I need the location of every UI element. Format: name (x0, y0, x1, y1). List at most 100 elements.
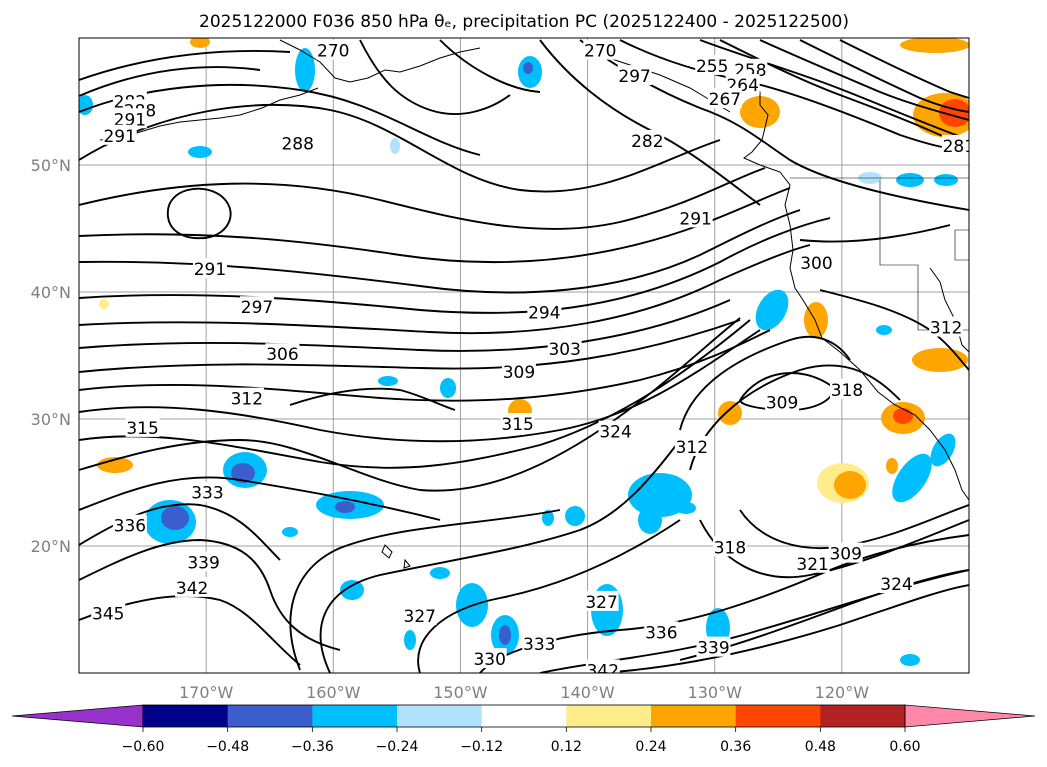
contour-label-bg (280, 132, 315, 153)
contour-label-bg (696, 636, 731, 657)
contour-label: 339 (187, 554, 219, 574)
contour-label-bg (598, 420, 633, 441)
contour-label: 336 (645, 623, 677, 643)
y-axis-ticks: 50°N 40°N 30°N 20°N (31, 156, 71, 556)
contour-label: 324 (880, 575, 912, 595)
y-tick-label: 50°N (31, 156, 71, 175)
colorbar-tick-label: −0.48 (206, 739, 249, 755)
precip-blob (740, 96, 780, 128)
contour-label-bg (186, 551, 221, 572)
map-background (79, 38, 969, 673)
precip-blob (190, 38, 210, 48)
contour-label: 342 (176, 579, 208, 599)
contour-label-bg (583, 39, 618, 60)
precip-blob (876, 325, 892, 335)
contour-label: 291 (103, 127, 135, 147)
precip-blob (340, 580, 364, 600)
y-tick-label: 20°N (31, 537, 71, 556)
colorbar-tick-label: −0.24 (376, 739, 419, 755)
x-tick-label: 170°W (179, 683, 234, 702)
contour-label: 333 (191, 484, 223, 504)
precip-blob (282, 527, 298, 537)
contour-label-bg (712, 536, 747, 557)
contour-label-bg (929, 316, 964, 337)
contour-label-bg (229, 387, 264, 408)
contour-label: 309 (766, 393, 798, 413)
contour-label: 288 (281, 134, 313, 154)
contour-label: 318 (714, 538, 746, 558)
precip-blob (834, 471, 866, 499)
contour-label: 327 (404, 607, 436, 627)
contour-label-bg (644, 621, 679, 642)
x-tick-label: 130°W (688, 683, 743, 702)
contour-label: 255 (696, 57, 728, 77)
precipitation-shading (79, 38, 969, 666)
colorbar-tick-label: −0.36 (291, 739, 334, 755)
contour-label: 303 (548, 340, 580, 360)
contour-label-bg (828, 542, 863, 563)
colorbar-frame (142, 704, 906, 728)
contour-label: 312 (676, 438, 708, 458)
colorbar-segment (735, 705, 821, 727)
x-tick-label: 150°W (433, 683, 488, 702)
contour-label: 270 (584, 42, 616, 62)
contour-label-bg (192, 258, 227, 279)
precip-blob (542, 510, 554, 526)
contour-label-bg (799, 251, 834, 272)
contour-label-bg (941, 134, 969, 155)
contour-label-bg (707, 87, 742, 108)
contour-label-bg (102, 124, 137, 145)
colorbar-segment (481, 705, 567, 727)
precip-blob (934, 174, 958, 186)
precip-blob (499, 625, 511, 645)
y-tick-label: 30°N (31, 410, 71, 429)
contour-label: 327 (585, 593, 617, 613)
precip-blob (718, 401, 742, 425)
contour-label-bg (316, 39, 351, 60)
precip-blob (676, 502, 696, 514)
contour-label: 291 (194, 260, 226, 280)
colorbar-tick-label: −0.60 (122, 739, 165, 755)
precip-blob (97, 457, 133, 473)
map-frame (78, 37, 970, 674)
contour-labels: 2822882912912702702552582642672972822882… (91, 39, 975, 673)
colorbar-extend-low (11, 704, 144, 728)
contour-label: 297 (618, 67, 650, 87)
precip-blob (892, 453, 932, 503)
contour-label: 291 (679, 209, 711, 229)
colorbar-segment (651, 705, 737, 727)
contour-label-bg (678, 207, 713, 228)
contour-label: 345 (92, 604, 124, 624)
contour-label: 294 (528, 303, 560, 323)
contour-label: 309 (829, 545, 861, 565)
contour-label-bg (584, 590, 619, 611)
colorbar-segment (820, 705, 906, 727)
precip-blob (99, 299, 109, 309)
contour-label-bg (472, 648, 507, 669)
contour-label: 297 (241, 298, 273, 318)
contour-label-bg (402, 604, 437, 625)
contour-label: 300 (800, 254, 832, 274)
colorbar-tick-label: 0.36 (720, 739, 751, 755)
contour-label: 330 (473, 650, 505, 670)
contour-label-bg (91, 602, 126, 623)
contour-label: 315 (501, 415, 533, 435)
contour-label: 282 (631, 132, 663, 152)
colorbar-tick-label: 0.60 (889, 739, 920, 755)
y-tick-label: 40°N (31, 283, 71, 302)
colorbar-tick-label: 0.48 (805, 739, 836, 755)
precip-blob (900, 654, 920, 666)
contour-label-bg (112, 108, 147, 129)
contour-label-bg (695, 54, 730, 75)
contour-label: 281 (943, 137, 975, 157)
contour-label: 270 (317, 42, 349, 62)
contour-label-bg (795, 552, 830, 573)
x-tick-label: 120°W (815, 683, 870, 702)
precip-blob (440, 378, 456, 398)
contour-label: 339 (697, 639, 729, 659)
contour-label: 306 (266, 345, 298, 365)
colorbar-segment (566, 705, 652, 727)
colorbar-segment (312, 705, 398, 727)
contour-label-bg (674, 435, 709, 456)
